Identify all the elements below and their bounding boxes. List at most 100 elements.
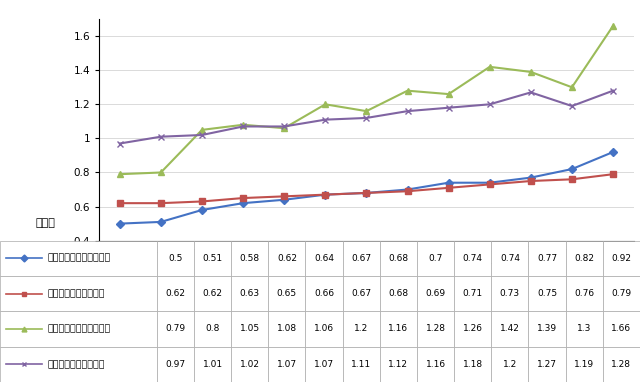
新規求人倍率（福島県） — [239, 123, 247, 127]
Text: 0.77: 0.77 — [537, 254, 557, 263]
Text: 0.62: 0.62 — [202, 289, 223, 298]
有効求人倍率（福島県） — [486, 180, 493, 185]
FancyBboxPatch shape — [417, 311, 454, 347]
Text: 0.74: 0.74 — [463, 254, 483, 263]
新規求人倍率（福島県） — [527, 70, 534, 74]
Text: 0.7: 0.7 — [428, 254, 443, 263]
FancyBboxPatch shape — [454, 311, 492, 347]
Text: 1.26: 1.26 — [463, 324, 483, 333]
Text: 0.74: 0.74 — [500, 254, 520, 263]
新規求人倍率（福島県） — [445, 92, 452, 96]
Text: 0.65: 0.65 — [277, 289, 297, 298]
新規求人倍率（全国） — [116, 141, 124, 146]
FancyBboxPatch shape — [529, 276, 566, 311]
FancyBboxPatch shape — [566, 311, 603, 347]
有効求人倍率（福島県） — [116, 221, 124, 226]
新規求人倍率（福島県） — [363, 109, 371, 113]
FancyBboxPatch shape — [380, 347, 417, 382]
Text: 0.68: 0.68 — [388, 254, 408, 263]
Text: 1.05: 1.05 — [239, 324, 260, 333]
FancyBboxPatch shape — [342, 311, 380, 347]
新規求人倍率（全国） — [445, 105, 452, 110]
有効求人倍率（全国） — [239, 196, 247, 200]
FancyBboxPatch shape — [157, 311, 194, 347]
Text: 1.39: 1.39 — [537, 324, 557, 333]
FancyBboxPatch shape — [492, 347, 529, 382]
有効求人倍率（全国） — [280, 194, 288, 199]
Text: （倍）: （倍） — [36, 218, 56, 228]
有効求人倍率（福島県） — [527, 175, 534, 180]
Text: 0.67: 0.67 — [351, 289, 371, 298]
FancyBboxPatch shape — [157, 241, 194, 276]
Text: 1.02: 1.02 — [240, 360, 260, 369]
新規求人倍率（全国） — [239, 124, 247, 129]
有効求人倍率（全国） — [486, 182, 493, 187]
Text: 1.19: 1.19 — [574, 360, 595, 369]
FancyBboxPatch shape — [529, 241, 566, 276]
FancyBboxPatch shape — [603, 241, 640, 276]
FancyBboxPatch shape — [603, 276, 640, 311]
FancyBboxPatch shape — [0, 311, 157, 347]
Line: 有効求人倍率（福島県）: 有効求人倍率（福島県） — [117, 149, 616, 227]
Line: 新規求人倍率（福島県）: 新規求人倍率（福島県） — [116, 23, 616, 178]
FancyBboxPatch shape — [231, 241, 268, 276]
有効求人倍率（全国） — [609, 172, 617, 176]
有効求人倍率（福島県） — [321, 193, 329, 197]
新規求人倍率（福島県） — [404, 88, 412, 93]
FancyBboxPatch shape — [454, 241, 492, 276]
FancyBboxPatch shape — [529, 347, 566, 382]
FancyBboxPatch shape — [492, 276, 529, 311]
有効求人倍率（福島県） — [404, 187, 412, 192]
Text: 0.69: 0.69 — [426, 289, 445, 298]
FancyBboxPatch shape — [157, 347, 194, 382]
Text: 0.67: 0.67 — [351, 254, 371, 263]
FancyBboxPatch shape — [305, 347, 342, 382]
Text: 1.07: 1.07 — [277, 360, 297, 369]
FancyBboxPatch shape — [603, 311, 640, 347]
Text: 0.51: 0.51 — [202, 254, 223, 263]
Text: 0.58: 0.58 — [239, 254, 260, 263]
FancyBboxPatch shape — [268, 311, 305, 347]
Text: 0.79: 0.79 — [611, 289, 632, 298]
Text: 1.42: 1.42 — [500, 324, 520, 333]
FancyBboxPatch shape — [603, 347, 640, 382]
Text: 1.28: 1.28 — [611, 360, 632, 369]
Text: 1.3: 1.3 — [577, 324, 591, 333]
FancyBboxPatch shape — [492, 241, 529, 276]
FancyBboxPatch shape — [194, 311, 231, 347]
Text: 1.28: 1.28 — [426, 324, 445, 333]
Text: 1.16: 1.16 — [426, 360, 445, 369]
Text: 0.64: 0.64 — [314, 254, 334, 263]
FancyBboxPatch shape — [417, 347, 454, 382]
FancyBboxPatch shape — [342, 276, 380, 311]
FancyBboxPatch shape — [305, 311, 342, 347]
新規求人倍率（福島県） — [609, 24, 617, 28]
Text: 0.71: 0.71 — [463, 289, 483, 298]
有効求人倍率（全国） — [568, 177, 576, 181]
有効求人倍率（全国） — [445, 186, 452, 190]
Text: 新規求人倍率（福島県）: 新規求人倍率（福島県） — [48, 324, 111, 333]
有効求人倍率（全国） — [157, 201, 164, 206]
新規求人倍率（全国） — [280, 124, 288, 129]
Text: 0.66: 0.66 — [314, 289, 334, 298]
有効求人倍率（福島県） — [280, 197, 288, 202]
FancyBboxPatch shape — [380, 311, 417, 347]
FancyBboxPatch shape — [0, 276, 157, 311]
新規求人倍率（福島県） — [157, 170, 164, 175]
Text: 1.27: 1.27 — [537, 360, 557, 369]
FancyBboxPatch shape — [194, 276, 231, 311]
Text: 1.2: 1.2 — [503, 360, 517, 369]
FancyBboxPatch shape — [157, 276, 194, 311]
新規求人倍率（全国） — [321, 117, 329, 122]
有効求人倍率（全国） — [527, 179, 534, 183]
Text: 1.18: 1.18 — [463, 360, 483, 369]
有効求人倍率（福島県） — [609, 150, 617, 154]
Text: 0.82: 0.82 — [574, 254, 595, 263]
有効求人倍率（福島県） — [198, 208, 206, 212]
Text: 0.63: 0.63 — [239, 289, 260, 298]
FancyBboxPatch shape — [566, 241, 603, 276]
FancyBboxPatch shape — [231, 347, 268, 382]
有効求人倍率（福島県） — [445, 180, 452, 185]
FancyBboxPatch shape — [305, 276, 342, 311]
FancyBboxPatch shape — [268, 241, 305, 276]
